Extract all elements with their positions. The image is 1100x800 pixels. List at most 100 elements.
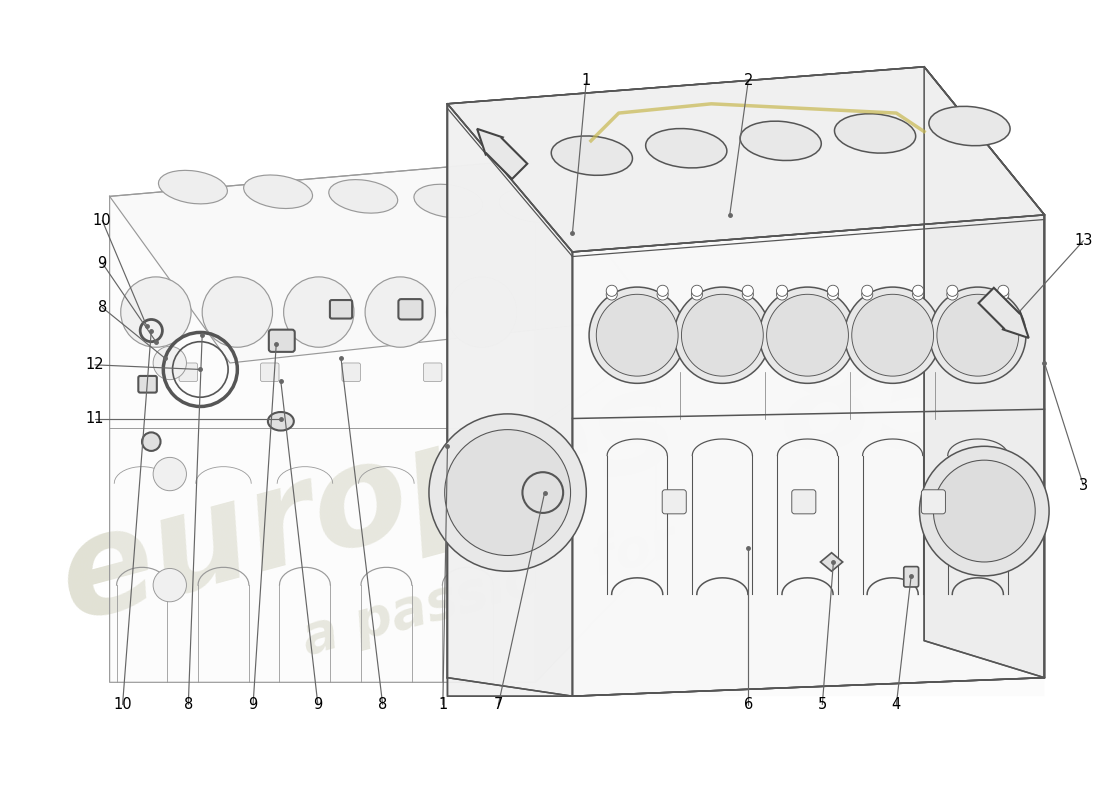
Polygon shape [448,104,572,696]
FancyBboxPatch shape [139,376,157,393]
Circle shape [674,287,770,383]
Text: 2: 2 [744,73,754,88]
Circle shape [930,287,1026,383]
Text: europes: europes [45,354,692,649]
Circle shape [121,277,191,347]
Text: 1: 1 [582,73,591,88]
Ellipse shape [499,189,568,222]
Circle shape [947,286,958,296]
Circle shape [522,472,563,513]
Text: 11: 11 [86,411,104,426]
Polygon shape [572,215,1045,696]
FancyBboxPatch shape [792,490,816,514]
Circle shape [777,289,788,300]
Ellipse shape [740,121,822,161]
Circle shape [913,289,924,300]
Polygon shape [110,159,656,682]
Ellipse shape [646,129,727,168]
Circle shape [444,430,571,555]
Circle shape [153,346,186,380]
Circle shape [767,294,848,376]
FancyBboxPatch shape [424,363,442,382]
Text: 9: 9 [249,697,257,712]
Text: 9: 9 [98,255,107,270]
FancyBboxPatch shape [268,330,295,352]
Circle shape [682,294,763,376]
Ellipse shape [329,180,398,213]
Ellipse shape [551,136,632,175]
Text: a passion for: a passion for [296,514,682,665]
Circle shape [827,286,838,296]
Text: 7: 7 [494,697,503,712]
Circle shape [920,446,1049,576]
Circle shape [998,286,1009,296]
Text: 9: 9 [314,697,322,712]
Ellipse shape [414,184,483,218]
Circle shape [142,432,161,451]
FancyBboxPatch shape [342,363,361,382]
Polygon shape [979,288,1028,338]
Circle shape [934,460,1035,562]
Circle shape [153,458,186,490]
Polygon shape [924,66,1045,678]
FancyBboxPatch shape [398,299,422,319]
Circle shape [742,286,754,296]
Text: 6: 6 [744,697,752,712]
Text: 10: 10 [92,213,111,228]
Ellipse shape [243,175,312,209]
Polygon shape [448,94,1045,696]
FancyBboxPatch shape [330,300,352,318]
Ellipse shape [835,114,915,153]
FancyBboxPatch shape [922,490,945,514]
Circle shape [742,289,754,300]
Circle shape [606,289,617,300]
Ellipse shape [268,412,294,430]
Circle shape [429,414,586,571]
FancyBboxPatch shape [904,566,918,587]
Text: 85: 85 [781,342,975,477]
Circle shape [365,277,436,347]
Polygon shape [110,159,656,363]
FancyBboxPatch shape [662,490,686,514]
Circle shape [692,289,703,300]
Circle shape [861,286,872,296]
Circle shape [692,286,703,296]
Circle shape [845,287,940,383]
Text: 8: 8 [378,697,387,712]
Circle shape [827,289,838,300]
Polygon shape [536,159,656,682]
Circle shape [590,287,685,383]
Circle shape [947,289,958,300]
Polygon shape [448,66,1045,252]
Text: 13: 13 [1075,234,1092,248]
Circle shape [657,286,668,296]
Polygon shape [821,553,843,571]
Circle shape [202,277,273,347]
FancyBboxPatch shape [179,363,198,382]
Ellipse shape [928,106,1010,146]
Circle shape [777,286,788,296]
Circle shape [153,569,186,602]
Circle shape [861,289,872,300]
Circle shape [284,277,354,347]
Circle shape [447,277,517,347]
Circle shape [998,289,1009,300]
Circle shape [851,294,934,376]
Circle shape [937,294,1019,376]
Text: 5: 5 [817,697,827,712]
Text: 3: 3 [1079,478,1088,493]
Text: 1: 1 [438,697,448,712]
Polygon shape [448,66,1045,252]
Text: 8: 8 [184,697,192,712]
Circle shape [657,289,668,300]
Ellipse shape [158,170,228,204]
FancyBboxPatch shape [261,363,279,382]
Text: 8: 8 [98,300,107,315]
Text: 10: 10 [113,697,132,712]
Circle shape [759,287,856,383]
Circle shape [606,286,617,296]
Circle shape [913,286,924,296]
Circle shape [596,294,678,376]
Polygon shape [477,129,527,179]
Text: 4: 4 [892,697,901,712]
